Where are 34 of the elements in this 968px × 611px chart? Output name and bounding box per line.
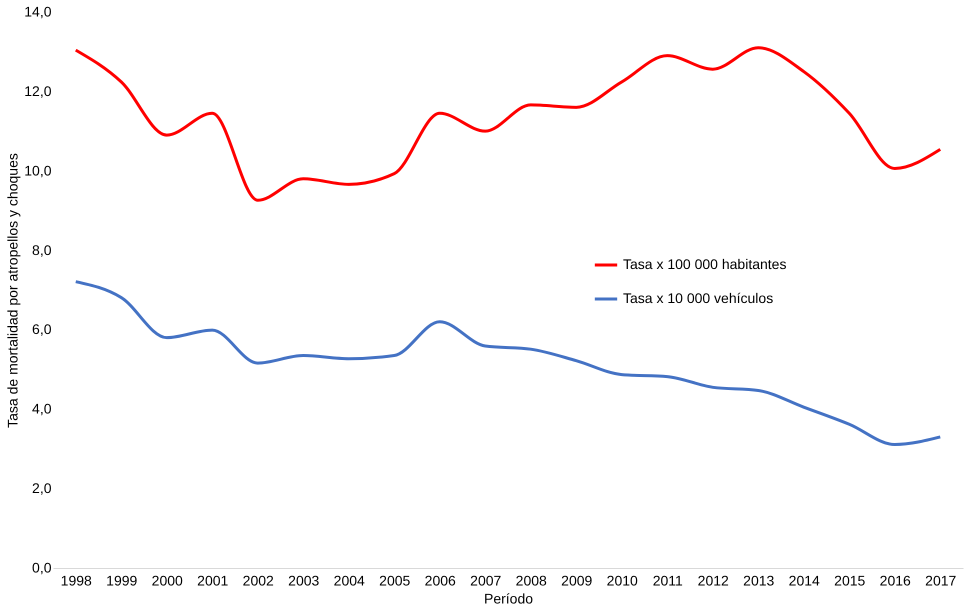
x-tick-label: 2014 [788,572,820,588]
y-tick-label: 10,0 [24,162,52,178]
y-tick-label: 14,0 [24,4,52,20]
x-tick-label: 2012 [698,572,730,588]
y-tick-label: 0,0 [32,560,52,576]
y-tick-label: 8,0 [32,242,52,258]
x-tick-label: 2006 [424,572,456,588]
x-tick-label: 2002 [242,572,274,588]
y-tick-label: 6,0 [32,321,52,338]
line-series [74,46,942,202]
x-tick-label: 2000 [152,572,184,588]
x-tick-label: 2005 [379,572,411,588]
x-tick-label: 2017 [925,572,957,588]
x-tick-label: 2015 [834,572,866,588]
x-axis-title: Período [484,590,534,606]
x-tick-label: 2004 [334,572,366,588]
x-tick-label: 2007 [470,572,502,588]
y-axis-title: Tasa de mortalidad por atropellos y choques [4,153,20,428]
x-tick-label: 2016 [880,572,912,588]
x-tick-label: 2010 [606,572,638,588]
x-tick-label: 1999 [106,572,138,588]
x-tick-label: 2008 [516,572,548,588]
x-tick-label: 1998 [60,572,92,588]
x-tick-label: 2013 [743,572,775,588]
x-tick-label: 2011 [652,572,684,588]
y-tick-label: 2,0 [32,480,52,496]
line-series [74,280,942,446]
x-tick-label: 2001 [197,572,229,588]
y-tick-label: 12,0 [24,82,52,99]
legend-label: Tasa x 100 000 habitantes [623,256,786,272]
x-tick-label: 2003 [288,572,320,588]
legend-label: Tasa x 10 000 vehículos [623,290,774,306]
y-tick-label: 4,0 [32,400,52,417]
x-tick-label: 2009 [561,572,593,588]
